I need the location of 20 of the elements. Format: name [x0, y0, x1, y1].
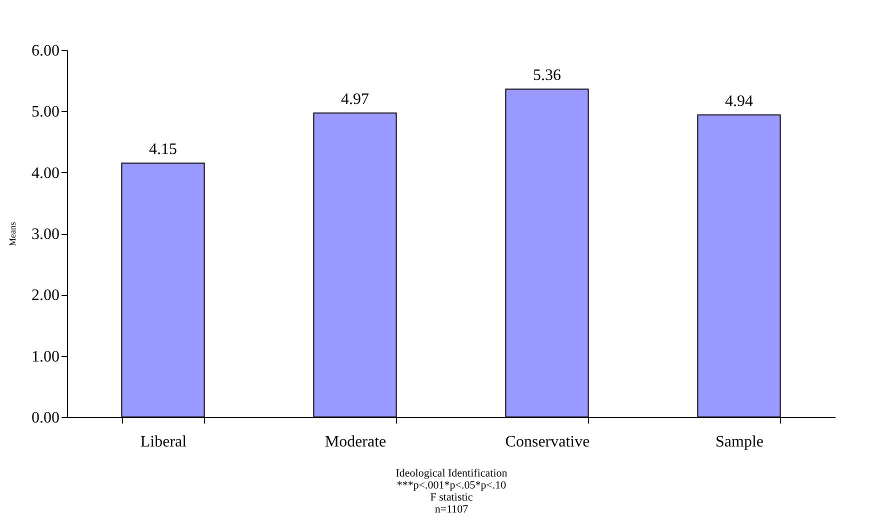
text: F statistic — [430, 492, 473, 504]
data-label: 4.15 — [149, 141, 177, 158]
text: n=1107 — [434, 504, 469, 516]
y-tick-label: 3.00 — [32, 226, 60, 243]
x-tick-label: Conservative — [505, 434, 590, 450]
y-tick-label: 0.00 — [32, 410, 60, 426]
data-label: 5.36 — [533, 67, 561, 84]
x-axis-title: Ideological Identification — [396, 468, 508, 480]
y-axis-title: Means — [8, 222, 18, 246]
text: ***p<.001*p<.05*p<.10 — [396, 480, 507, 492]
x-tick-label: Moderate — [324, 434, 386, 450]
y-tick-label: 2.00 — [32, 287, 60, 304]
data-label: 4.94 — [725, 92, 753, 110]
y-tick-label: 4.00 — [32, 164, 60, 182]
y-tick-label: 5.00 — [32, 104, 60, 121]
y-tick-label: 6.00 — [32, 42, 60, 60]
data-label: 4.97 — [341, 91, 369, 108]
x-tick-label: Liberal — [140, 434, 188, 450]
y-tick-label: 1.00 — [32, 348, 60, 366]
x-tick-label: Sample — [716, 434, 764, 450]
